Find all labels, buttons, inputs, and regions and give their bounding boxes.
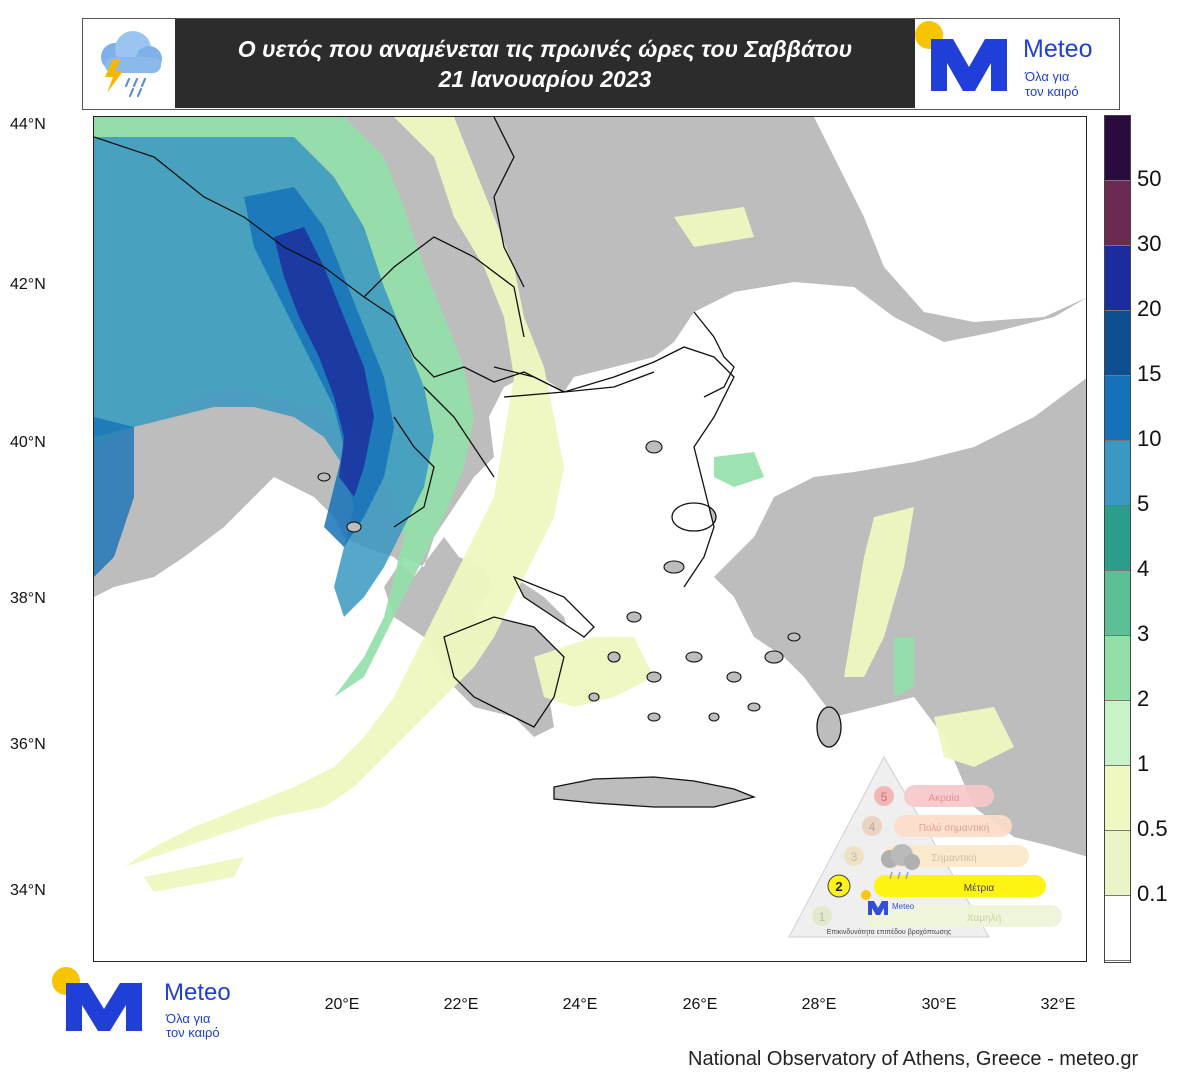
legend-label: 0.1 xyxy=(1137,881,1168,906)
lat-label-36: 36°N xyxy=(10,736,46,753)
legend-swatch xyxy=(1105,181,1130,246)
footer-logo-name: Meteo xyxy=(164,979,231,1006)
warning-level-badge: 5 Ακραία 4 Πολύ σημαντική 3 Σημαντική 2 … xyxy=(788,755,1062,938)
warning-level-1-bar xyxy=(864,905,1062,927)
legend-swatch xyxy=(1105,376,1130,441)
map-canvas: 5 Ακραία 4 Πολύ σημαντική 3 Σημαντική 2 … xyxy=(94,117,1086,938)
warning-level-1-circle xyxy=(812,906,832,926)
legend-swatch xyxy=(1105,506,1130,571)
warning-level-2-num: 2 xyxy=(835,879,842,894)
legend-swatch xyxy=(1105,441,1130,506)
warning-level-3-bar xyxy=(884,845,1029,867)
lon-label-28: 28°E xyxy=(801,996,837,1013)
legend-label: 1 xyxy=(1137,751,1150,776)
credit-text: National Observatory of Athens, Greece -… xyxy=(688,1048,1139,1070)
lat-label-40: 40°N xyxy=(10,434,46,451)
lat-label-34: 34°N xyxy=(10,882,46,899)
border-lines xyxy=(94,117,842,808)
warning-level-4-num: 4 xyxy=(869,820,876,834)
lon-label-20: 20°E xyxy=(324,996,360,1013)
warning-level-5-circle xyxy=(874,786,894,806)
warning-level-3-label: Σημαντική xyxy=(931,852,976,864)
lat-label-42: 42°N xyxy=(10,276,46,293)
precipitation-overlay xyxy=(94,117,1014,892)
legend-swatch xyxy=(1105,766,1130,831)
header-banner: Ο υετός που αναμένεται τις πρωινές ώρες … xyxy=(82,18,1120,110)
warning-level-4-bar xyxy=(894,815,1012,837)
lon-label-26: 26°E xyxy=(682,996,718,1013)
lon-label-32: 32°E xyxy=(1040,996,1076,1013)
warning-level-5-num: 5 xyxy=(881,790,888,804)
title-line-2: 21 Ιανουαρίου 2023 xyxy=(438,65,652,92)
badge-logo-name: Meteo xyxy=(892,902,915,911)
lat-label-44: 44°N xyxy=(10,116,46,133)
logo-name: Meteo xyxy=(1023,35,1093,63)
header-icon-box xyxy=(83,19,175,108)
warning-level-3-circle xyxy=(844,846,864,866)
legend-swatch xyxy=(1105,896,1130,961)
crete-land xyxy=(554,777,754,807)
legend-swatch xyxy=(1105,311,1130,376)
footer-logo-tagline-1: Όλα για xyxy=(166,1011,211,1026)
logo-tagline-1: Όλα για xyxy=(1025,69,1070,84)
warning-level-1-num: 1 xyxy=(819,910,826,924)
header-title-box: Ο υετός που αναμένεται τις πρωινές ώρες … xyxy=(175,19,915,108)
legend-label: 0.5 xyxy=(1137,816,1168,841)
meteo-m-logo-footer-icon xyxy=(52,967,142,1031)
legend-swatch xyxy=(1105,636,1130,701)
legend-label: 2 xyxy=(1137,686,1150,711)
black-sea xyxy=(814,117,1086,322)
legend-label: 3 xyxy=(1137,621,1150,646)
legend-swatch xyxy=(1105,831,1130,896)
warning-level-4-label: Πολύ σημαντική xyxy=(919,822,990,834)
title-line-1: Ο υετός που αναμένεται τις πρωινές ώρες … xyxy=(237,35,853,62)
legend-label: 20 xyxy=(1137,296,1162,321)
badge-logo-m-icon xyxy=(868,901,888,915)
precipitation-legend xyxy=(1104,115,1131,963)
legend-swatch xyxy=(1105,571,1130,636)
precipitation-map: 5 Ακραία 4 Πολύ σημαντική 3 Σημαντική 2 … xyxy=(93,116,1087,962)
meteo-logo-header: Meteo Όλα για τον καιρό xyxy=(915,19,1119,108)
footer-logo-tagline-2: τον καιρό xyxy=(166,1025,220,1040)
lon-label-24: 24°E xyxy=(562,996,598,1013)
legend-label: 10 xyxy=(1137,426,1162,451)
rhodes-land xyxy=(817,707,841,747)
rain-thunder-cloud-icon xyxy=(101,31,162,98)
legend-label: 4 xyxy=(1137,556,1150,581)
badge-cloud-icon xyxy=(881,844,920,880)
badge-logo-sun-icon xyxy=(861,890,871,900)
warning-level-1-label: Χαμηλή xyxy=(967,912,1001,924)
warning-level-5-bar xyxy=(904,785,994,807)
meteo-m-logo-icon xyxy=(915,21,1007,91)
legend-swatch xyxy=(1105,246,1130,311)
warning-level-4-circle xyxy=(862,816,882,836)
warning-level-5-label: Ακραία xyxy=(928,792,959,804)
meteo-logo-footer: Meteo Όλα για τον καιρό xyxy=(50,965,250,1040)
legend-label: 15 xyxy=(1137,361,1162,386)
warning-level-3-num: 3 xyxy=(851,850,858,864)
warning-level-2-label: Μέτρια xyxy=(964,882,995,894)
aegean-sea xyxy=(489,347,794,777)
badge-footer-text: Επικινδυνότητα επιπέδου βροχόπτωσης xyxy=(827,928,952,936)
legend-swatch xyxy=(1105,116,1130,181)
warning-level-2-circle xyxy=(827,874,851,898)
legend-label: 50 xyxy=(1137,166,1162,191)
aegean-islands xyxy=(317,440,801,722)
warning-level-2-bar xyxy=(874,875,1046,897)
marmara-sea xyxy=(784,377,914,412)
lat-label-38: 38°N xyxy=(10,590,46,607)
lon-label-30: 30°E xyxy=(921,996,957,1013)
legend-label: 5 xyxy=(1137,491,1150,516)
legend-label: 30 xyxy=(1137,231,1162,256)
sea-areas xyxy=(489,117,1086,777)
lon-label-22: 22°E xyxy=(443,996,479,1013)
legend-swatch xyxy=(1105,701,1130,766)
logo-tagline-2: τον καιρό xyxy=(1025,84,1079,99)
